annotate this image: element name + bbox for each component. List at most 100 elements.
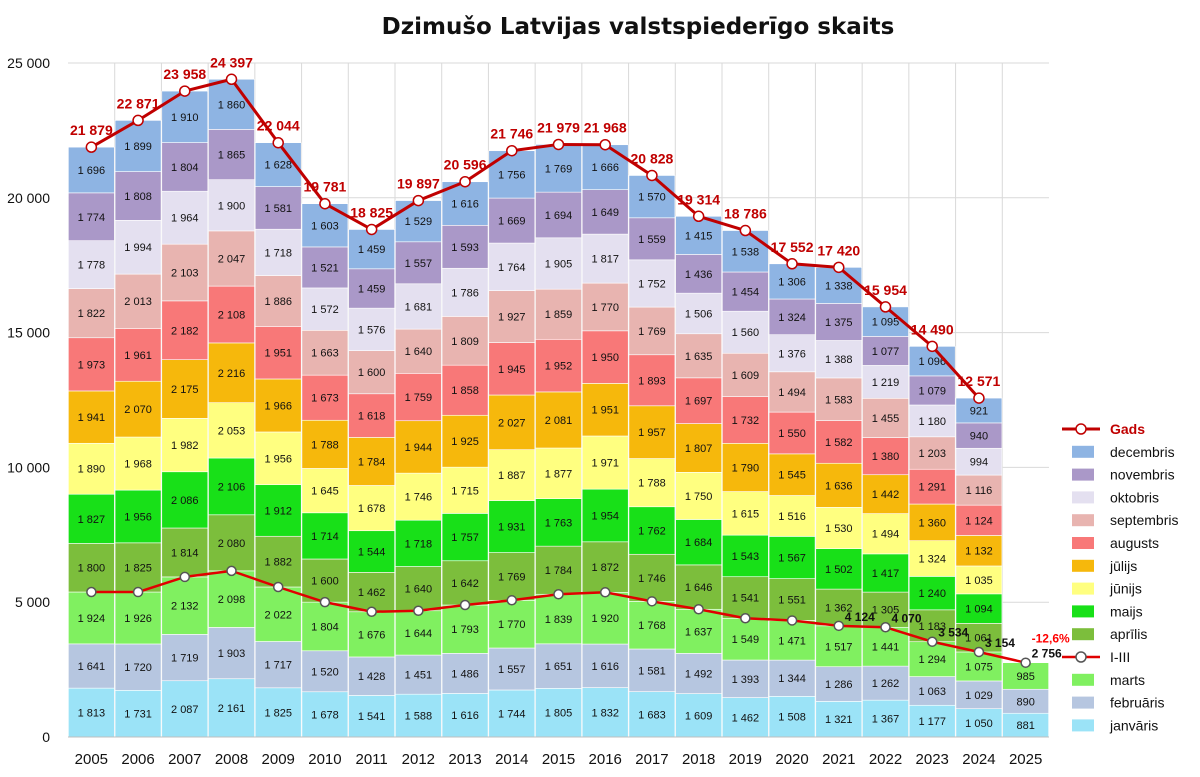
bar-segment: [908, 468, 956, 505]
segment-value-label: 1 600: [358, 367, 386, 379]
bar-segment: [488, 342, 536, 396]
segment-value-label: 1 640: [405, 346, 433, 358]
segment-value-label: 2 132: [171, 601, 199, 613]
bar-segment: [114, 380, 162, 438]
bar-segment: [301, 287, 349, 331]
bar-segment: [68, 288, 115, 339]
bar-segment: [348, 611, 395, 658]
segment-value-label: 1 793: [451, 624, 479, 636]
segment-value-label: 2 080: [218, 538, 246, 550]
bar-segment: [815, 462, 863, 508]
segment-value-label: 1 732: [732, 415, 760, 427]
legend-swatch: [1072, 468, 1094, 481]
bar-segment: [68, 493, 115, 544]
bar-segment: [581, 488, 629, 543]
total-marker: [132, 114, 144, 127]
segment-value-label: 1 900: [218, 200, 246, 212]
segment-value-label: 1 858: [451, 385, 479, 397]
bar-segment: [68, 390, 115, 444]
segment-value-label: 1 567: [778, 553, 806, 565]
segment-value-label: 1 678: [358, 503, 386, 515]
segment-value-label: 1 774: [78, 212, 106, 224]
segment-value-label: 1 784: [545, 565, 573, 577]
segment-value-label: 1 768: [638, 620, 666, 632]
segment-value-label: 1 887: [498, 470, 526, 482]
segment-value-label: 1 557: [405, 258, 433, 270]
total-marker: [599, 138, 611, 151]
segment-value-label: 1 637: [685, 626, 713, 638]
bar-segment: [441, 693, 489, 738]
total-value-label: 20 596: [444, 157, 487, 173]
segment-value-label: 1 581: [638, 665, 666, 677]
legend-swatch: [1072, 605, 1094, 618]
bar-segment: [114, 489, 162, 544]
bar-segment: [348, 437, 395, 486]
segment-value-label: 1 860: [218, 99, 246, 111]
bar-segment: [488, 449, 536, 501]
segment-value-label: 1 769: [638, 326, 666, 338]
segment-value-label: 1 262: [872, 678, 900, 690]
total-marker: [225, 73, 238, 86]
bar-segment: [114, 690, 162, 738]
segment-value-label: 1 649: [591, 207, 619, 219]
bar-segment: [161, 418, 209, 473]
segment-value-label: 2 182: [171, 325, 199, 337]
x-tick-label: 2010: [308, 751, 341, 768]
segment-value-label: 1 762: [638, 526, 666, 538]
bar-segment: [441, 316, 489, 366]
segment-value-label: 1 966: [264, 400, 292, 412]
total-value-label: 15 954: [864, 282, 907, 298]
segment-value-label: 1 544: [358, 547, 386, 559]
legend-label: maijs: [1110, 603, 1143, 619]
x-tick-label: 2011: [356, 751, 388, 768]
segment-value-label: 1 388: [825, 354, 853, 366]
bar-segment: [815, 507, 863, 549]
segment-value-label: 1 746: [638, 573, 666, 585]
legend-swatch: [1072, 514, 1094, 527]
segment-value-label: 1 956: [124, 511, 152, 523]
segment-value-label: 1 886: [264, 296, 292, 308]
segment-value-label: 1 635: [685, 351, 713, 363]
segment-value-label: 2 108: [218, 310, 246, 322]
bar-segment: [675, 608, 722, 654]
segment-value-label: 1 926: [124, 613, 152, 625]
bar-segment: [441, 267, 489, 317]
bar-segment: [348, 350, 395, 395]
bar-segment: [114, 171, 162, 221]
bar-segment: [161, 634, 209, 682]
bar-segment: [581, 435, 629, 490]
bar-segment: [441, 604, 489, 654]
total-value-label: 21 979: [537, 119, 580, 135]
segment-value-label: 1 827: [78, 514, 106, 526]
bar-segment: [722, 271, 769, 312]
segment-value-label: 1 718: [405, 538, 433, 550]
change-percent-label: -12,6%: [1032, 632, 1070, 646]
bar-segment: [955, 447, 1003, 476]
total-marker: [412, 194, 425, 207]
segment-value-label: 1 882: [264, 557, 292, 569]
total-marker: [833, 261, 845, 274]
bar-segment: [815, 588, 863, 627]
segment-value-label: 1 079: [918, 385, 946, 397]
bar-segment: [254, 228, 302, 276]
segment-value-label: 1 769: [545, 163, 573, 175]
segment-value-label: 1 800: [78, 563, 106, 575]
segment-value-label: 1 063: [918, 686, 946, 698]
bar-segment: [208, 514, 255, 572]
q1-marker: [740, 613, 751, 624]
segment-value-label: 1 549: [732, 634, 760, 646]
legend-marker: [1075, 423, 1087, 435]
bar-segment: [68, 442, 115, 495]
segment-value-label: 1 415: [685, 230, 713, 242]
bar-segment: [815, 267, 863, 304]
bar-segment: [722, 491, 769, 536]
segment-value-label: 1 454: [732, 287, 760, 299]
segment-value-label: 1 673: [311, 393, 339, 405]
segment-value-label: 940: [970, 431, 988, 443]
segment-value-label: 1 618: [358, 411, 386, 423]
bar-segment: [628, 217, 676, 261]
bar-segment: [628, 405, 676, 459]
bar-segment: [301, 512, 349, 560]
bar-segment: [675, 377, 722, 424]
bar-segment: [68, 643, 115, 689]
